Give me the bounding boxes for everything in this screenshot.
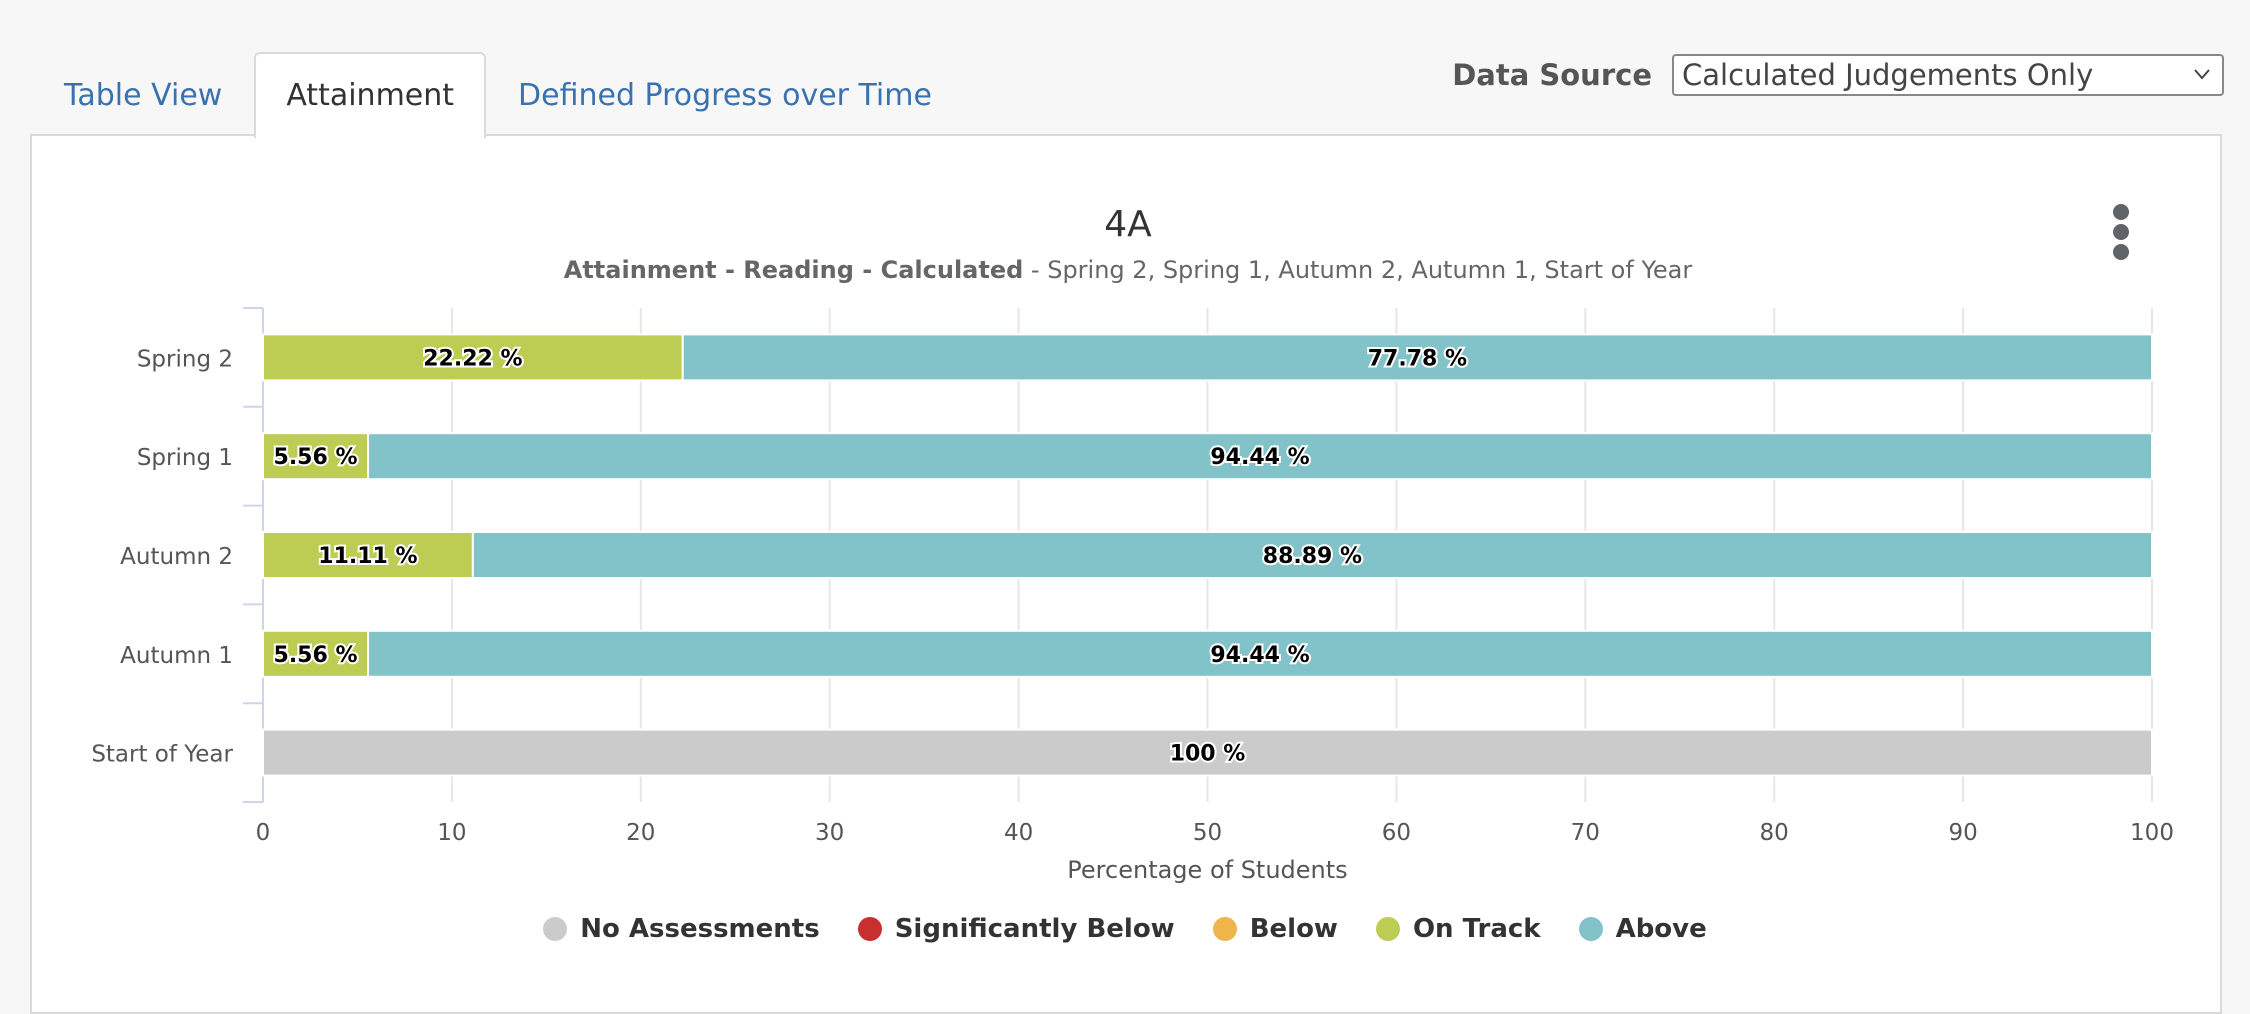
data-label: 100 % bbox=[1170, 742, 1246, 767]
legend-item[interactable]: Significantly Below bbox=[857, 914, 1175, 944]
x-tick-label: 30 bbox=[815, 820, 844, 846]
bar-segment bbox=[471, 531, 2153, 579]
legend-item[interactable]: On Track bbox=[1375, 914, 1541, 944]
legend-label: Below bbox=[1249, 914, 1338, 944]
chart-subtitle: Attainment - Reading - Calculated - Spri… bbox=[564, 256, 1693, 284]
data-label: 94.44 % bbox=[1210, 445, 1309, 470]
tab-attainment[interactable]: Attainment bbox=[254, 52, 487, 138]
x-tick-label: 60 bbox=[1382, 820, 1411, 846]
legend-marker-icon bbox=[857, 917, 882, 941]
data-source-value: Calculated Judgements Only bbox=[1682, 58, 2094, 92]
bar-segment bbox=[262, 728, 2153, 777]
x-tick-label: 100 bbox=[2130, 820, 2174, 846]
legend-label: Significantly Below bbox=[894, 914, 1175, 944]
category-label: Spring 1 bbox=[137, 445, 233, 471]
x-tick-label: 0 bbox=[256, 820, 271, 846]
menu-dot-icon bbox=[2113, 224, 2129, 240]
legend-item[interactable]: Below bbox=[1212, 914, 1338, 944]
bar-segment bbox=[262, 333, 684, 382]
x-tick-label: 50 bbox=[1193, 820, 1222, 846]
data-label: 22.22 % bbox=[423, 346, 522, 371]
bar-segment bbox=[367, 629, 2153, 678]
tab-defined-progress[interactable]: Defined Progress over Time bbox=[518, 78, 932, 113]
bar-segment bbox=[367, 432, 2153, 481]
x-tick-label: 70 bbox=[1571, 820, 1600, 846]
bar-segment bbox=[262, 531, 474, 579]
x-tick-label: 80 bbox=[1760, 820, 1789, 846]
x-tick-label: 90 bbox=[1948, 820, 1977, 846]
data-source-control: Data Source Calculated Judgements Only bbox=[1452, 54, 2224, 96]
legend-marker-icon bbox=[1212, 917, 1237, 941]
bar-segment bbox=[262, 629, 370, 678]
data-label: 77.78 % bbox=[1368, 346, 1467, 371]
tab-table-view[interactable]: Table View bbox=[64, 78, 223, 113]
chart-title: 4A bbox=[1104, 204, 1152, 245]
chevron-down-icon bbox=[2194, 69, 2210, 80]
category-label: Spring 2 bbox=[137, 346, 233, 372]
category-label: Start of Year bbox=[91, 742, 233, 768]
x-tick-label: 40 bbox=[1004, 820, 1033, 846]
legend-label: Above bbox=[1615, 914, 1707, 944]
bar-segment bbox=[681, 333, 2153, 382]
legend-marker-icon bbox=[543, 917, 568, 941]
x-axis-label: Percentage of Students bbox=[1067, 856, 1347, 884]
legend-item[interactable]: Above bbox=[1578, 914, 1707, 944]
bar-segment bbox=[262, 432, 370, 481]
legend-label: On Track bbox=[1412, 914, 1541, 944]
legend-marker-icon bbox=[1375, 917, 1400, 941]
data-label: 94.44 % bbox=[1210, 643, 1309, 668]
data-label: 5.56 % bbox=[274, 643, 358, 668]
category-label: Autumn 2 bbox=[120, 544, 233, 570]
legend-marker-icon bbox=[1578, 917, 1603, 941]
data-source-label: Data Source bbox=[1452, 58, 1652, 92]
data-source-select[interactable]: Calculated Judgements Only bbox=[1672, 54, 2224, 96]
legend-item[interactable]: No Assessments bbox=[543, 914, 820, 944]
menu-dot-icon bbox=[2113, 244, 2129, 260]
category-label: Autumn 1 bbox=[120, 643, 233, 669]
data-label: 5.56 % bbox=[274, 445, 358, 470]
legend-label: No Assessments bbox=[580, 914, 820, 944]
data-label: 88.89 % bbox=[1263, 544, 1362, 569]
chart-menu-button[interactable] bbox=[2106, 204, 2136, 264]
tab-bar: Table View Attainment Defined Progress o… bbox=[32, 52, 964, 138]
x-tick-label: 10 bbox=[437, 820, 466, 846]
x-tick-label: 20 bbox=[626, 820, 655, 846]
data-label: 11.11 % bbox=[318, 544, 417, 569]
chart-legend: No Assessments Significantly Below Below On… bbox=[0, 914, 2250, 944]
menu-dot-icon bbox=[2113, 204, 2129, 220]
